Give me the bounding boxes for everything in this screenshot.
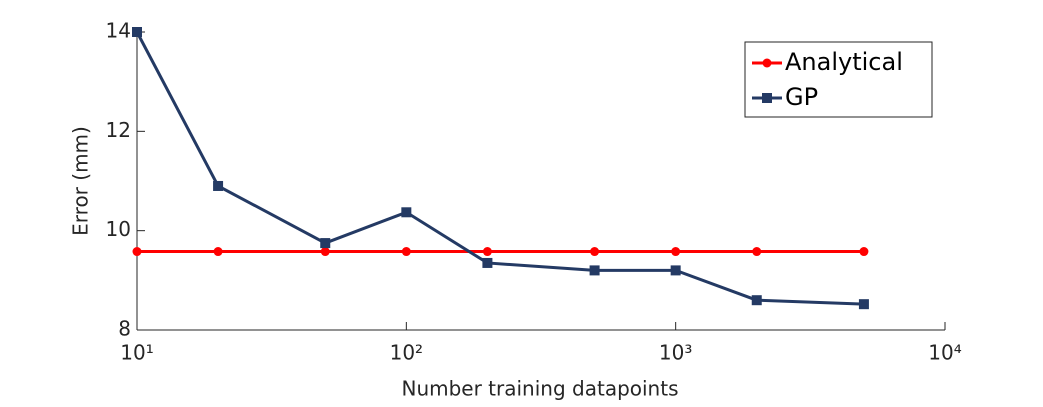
- x-tick-label: 10³: [659, 341, 692, 365]
- marker: [482, 257, 493, 268]
- marker: [320, 247, 330, 257]
- legend-marker: [762, 93, 772, 103]
- marker: [213, 180, 224, 191]
- y-tick-label: 12: [106, 118, 131, 142]
- x-tick-label: 10²: [390, 341, 423, 365]
- y-tick-label: 10: [106, 217, 131, 241]
- marker: [752, 247, 762, 257]
- x-tick-label: 10¹: [120, 341, 153, 365]
- marker: [590, 247, 600, 257]
- y-tick-label: 8: [118, 317, 131, 341]
- x-axis-label: Number training datapoints: [401, 377, 678, 401]
- marker: [751, 295, 762, 306]
- marker: [401, 247, 411, 257]
- marker: [401, 207, 412, 218]
- marker: [859, 247, 869, 257]
- legend-label: GP: [785, 83, 818, 111]
- legend-box: [744, 41, 933, 118]
- marker: [670, 265, 681, 276]
- marker: [132, 247, 142, 257]
- x-tick-label: 10⁴: [928, 341, 961, 365]
- marker: [320, 238, 331, 249]
- marker: [589, 265, 600, 276]
- y-axis-label: Error (mm): [69, 126, 93, 236]
- y-tick-label: 14: [106, 19, 131, 43]
- legend-marker: [762, 58, 772, 68]
- marker: [132, 27, 142, 37]
- marker: [213, 247, 223, 257]
- marker: [671, 247, 681, 257]
- marker: [858, 299, 869, 310]
- marker: [482, 247, 492, 257]
- legend-label: Analytical: [785, 48, 903, 76]
